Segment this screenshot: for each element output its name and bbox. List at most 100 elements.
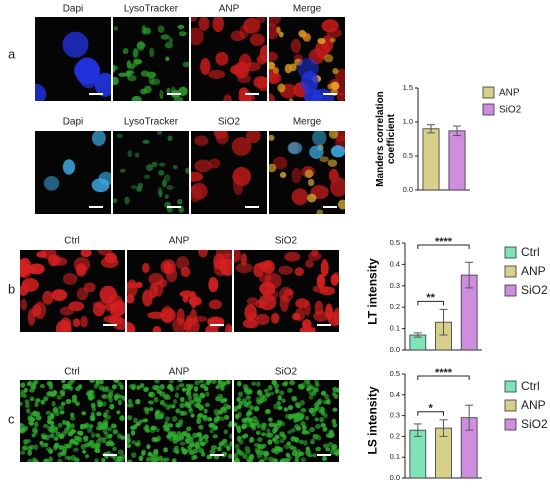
cell	[181, 387, 187, 392]
image-label: Ctrl	[64, 236, 80, 247]
cell	[244, 446, 251, 451]
cell	[127, 443, 132, 449]
cell	[328, 168, 339, 183]
micrograph	[35, 17, 111, 101]
cell	[274, 434, 279, 439]
cell	[256, 17, 266, 24]
cell	[76, 430, 83, 435]
cell	[27, 308, 36, 326]
cell	[51, 289, 68, 302]
cell	[213, 425, 219, 430]
cell	[83, 435, 89, 440]
cell	[58, 434, 65, 440]
cell	[198, 424, 204, 430]
cell	[316, 434, 322, 441]
cell	[321, 455, 327, 461]
cell	[111, 384, 117, 390]
y-tick-label: 0.5	[390, 238, 400, 247]
cell	[22, 425, 29, 431]
cell	[243, 401, 249, 407]
cell	[294, 401, 300, 407]
cell	[73, 257, 91, 272]
cell	[250, 422, 257, 428]
image-label: Ctrl	[64, 367, 80, 378]
cell	[321, 35, 334, 53]
cell	[127, 433, 131, 439]
cell	[156, 131, 163, 135]
cell	[244, 448, 251, 455]
cell	[278, 31, 284, 38]
cell	[20, 261, 30, 277]
cell	[181, 410, 188, 416]
cell	[99, 380, 104, 385]
cell	[328, 131, 339, 139]
cell	[142, 139, 150, 144]
image-content	[191, 131, 261, 203]
y-tick-label: 0.0	[390, 345, 400, 354]
cell	[101, 457, 106, 462]
cell	[27, 445, 33, 452]
cell	[290, 428, 296, 433]
cell	[226, 404, 232, 410]
cell	[91, 406, 96, 412]
cell	[277, 405, 283, 411]
cell	[159, 384, 165, 390]
cell	[279, 171, 287, 179]
cell	[130, 429, 136, 436]
cell	[127, 398, 133, 404]
cell	[242, 453, 248, 459]
cell	[241, 423, 248, 429]
cell	[69, 416, 76, 421]
cell	[172, 317, 186, 332]
cell	[223, 397, 228, 403]
cell	[234, 422, 238, 427]
cell	[160, 308, 176, 323]
cell	[242, 318, 259, 329]
error-bar	[413, 423, 422, 437]
cell	[75, 57, 100, 85]
cell	[27, 458, 33, 462]
cell	[277, 395, 282, 401]
cell	[219, 416, 225, 422]
cell	[229, 441, 232, 447]
cell	[236, 427, 242, 434]
cell	[107, 433, 113, 439]
cell	[208, 69, 226, 79]
cell	[291, 167, 302, 184]
cell	[258, 398, 265, 404]
cell	[191, 171, 204, 182]
error-bar	[453, 125, 461, 137]
cell	[249, 436, 255, 443]
cell	[257, 261, 272, 270]
cell	[25, 438, 32, 444]
cell	[127, 403, 130, 408]
panel-label: a	[8, 46, 16, 61]
cell	[190, 413, 195, 418]
cell	[60, 391, 66, 397]
cell	[73, 440, 78, 446]
cell	[259, 281, 276, 296]
cell	[320, 259, 329, 277]
cell	[67, 384, 73, 390]
legend-label: Ctrl	[521, 245, 540, 259]
cell	[21, 445, 28, 451]
cell	[294, 307, 306, 322]
cell	[71, 394, 78, 400]
cell	[287, 388, 293, 393]
cell	[261, 432, 266, 437]
cell	[179, 402, 185, 409]
cell	[234, 457, 240, 462]
cell	[268, 422, 275, 428]
cell	[300, 457, 306, 462]
cell	[314, 417, 319, 422]
cell	[106, 427, 113, 432]
cell	[263, 454, 268, 461]
cell	[249, 33, 265, 46]
cell	[105, 385, 110, 392]
cell	[134, 152, 140, 158]
cell	[98, 385, 105, 391]
y-tick-label: 0.3	[390, 411, 400, 420]
cell	[154, 385, 161, 391]
cell	[58, 405, 65, 411]
